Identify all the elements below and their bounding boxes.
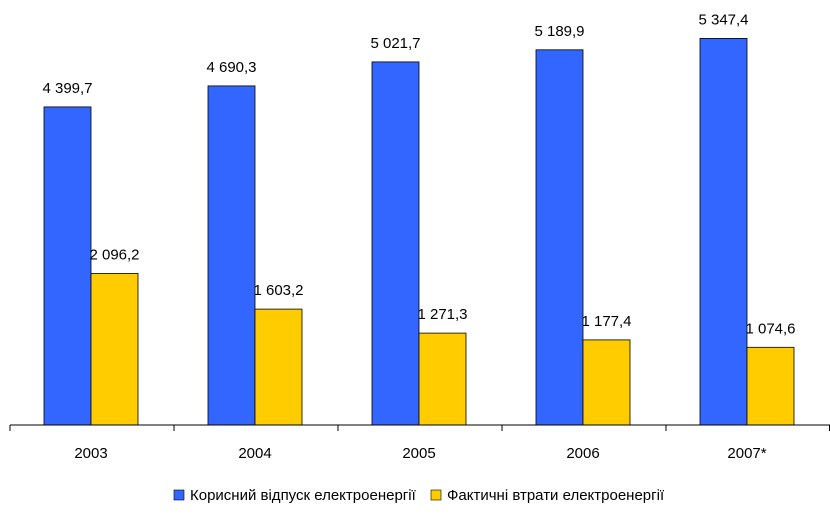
x-tick-label-2003: 2003 — [74, 445, 107, 462]
data-label-series-1-2007*: 1 074,6 — [745, 320, 795, 337]
data-label-series-0-2005: 5 021,7 — [370, 35, 420, 52]
bar-series-1-2005 — [418, 332, 467, 426]
data-label-series-0-2007*: 5 347,4 — [698, 11, 748, 28]
value-labels-layer: 4 399,7 2 096,2 4 690,3 1 603,2 5 021,7 1 271… — [42, 11, 795, 337]
bar-series-1-2003 — [90, 272, 139, 426]
bar-series-0-2003 — [43, 106, 92, 426]
data-label-series-1-2003: 2 096,2 — [89, 246, 139, 263]
x-tick-label-2006: 2006 — [566, 445, 599, 462]
data-label-series-1-2004: 1 603,2 — [253, 282, 303, 299]
legend-swatch-series-1 — [430, 489, 442, 501]
bar-series-1-2006 — [582, 339, 631, 426]
data-label-series-0-2003: 4 399,7 — [42, 80, 92, 97]
data-label-series-0-2006: 5 189,9 — [534, 23, 584, 40]
bar-series-0-2006 — [535, 49, 584, 426]
legend-label-series-1: Фактичні втрати електроенергії — [447, 487, 665, 504]
legend: Корисний відпуск електроенергії Фактичні… — [173, 487, 665, 504]
bar-series-1-2007* — [746, 346, 795, 426]
bars-layer — [43, 38, 795, 426]
bar-series-1-2004 — [254, 308, 303, 426]
bar-series-0-2005 — [371, 61, 420, 426]
x-tick-label-2007*: 2007* — [727, 445, 766, 462]
x-tick-label-2004: 2004 — [238, 445, 271, 462]
x-tick-label-2005: 2005 — [402, 445, 435, 462]
bar-series-0-2007* — [699, 38, 748, 426]
data-label-series-0-2004: 4 690,3 — [206, 59, 256, 76]
data-label-series-1-2006: 1 177,4 — [581, 313, 631, 330]
data-label-series-1-2005: 1 271,3 — [417, 306, 467, 323]
legend-swatch-series-0 — [173, 489, 185, 501]
legend-label-series-0: Корисний відпуск електроенергії — [190, 487, 417, 504]
x-ticks-layer: 2003 2004 2005 2006 2007* — [9, 425, 830, 462]
bar-series-0-2004 — [207, 85, 256, 426]
